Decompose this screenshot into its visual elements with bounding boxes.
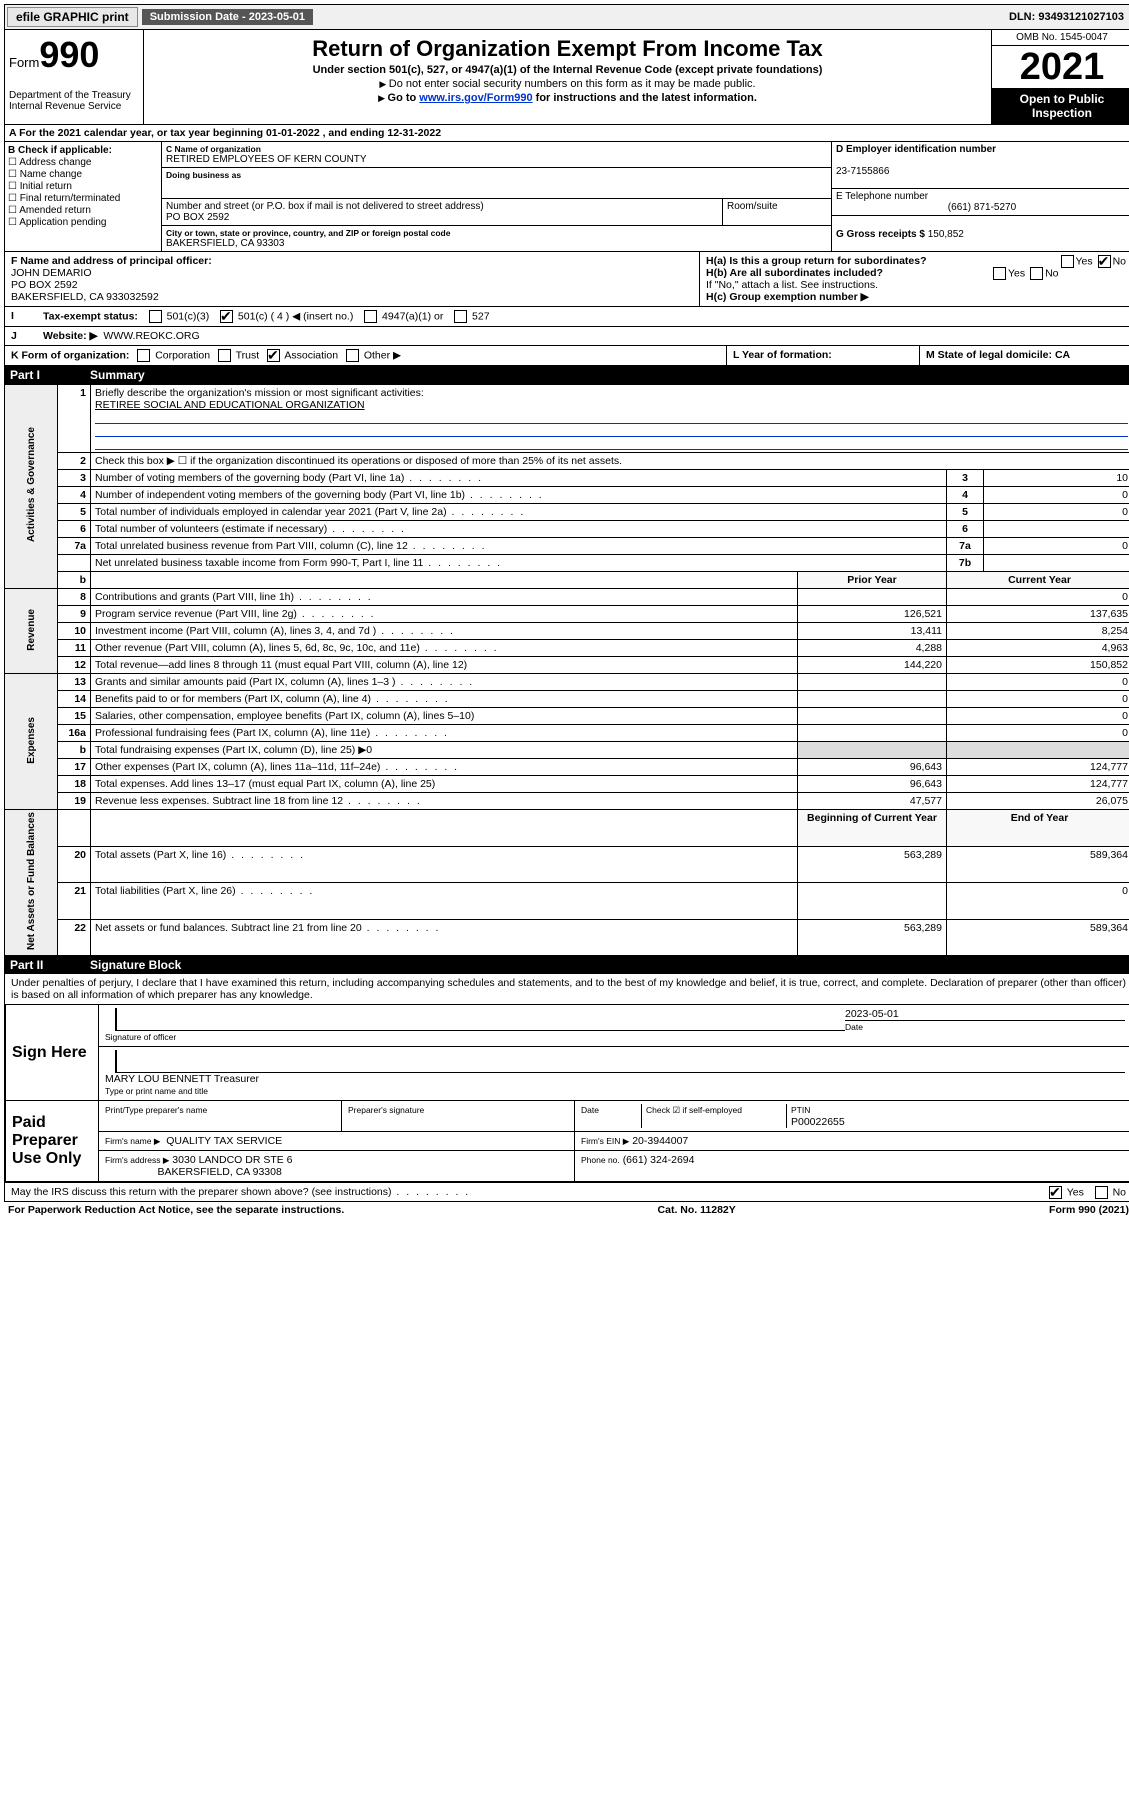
chk-527[interactable] <box>454 310 467 323</box>
chk-discuss-yes[interactable] <box>1049 1186 1062 1199</box>
row-a-period: A For the 2021 calendar year, or tax yea… <box>4 125 1129 142</box>
box-d-ein: D Employer identification number 23-7155… <box>832 142 1129 189</box>
irs-link[interactable]: www.irs.gov/Form990 <box>419 92 532 104</box>
officer-name: MARY LOU BENNETT Treasurer <box>105 1073 259 1085</box>
side-governance: Activities & Governance <box>5 385 58 589</box>
chk-name-change[interactable]: ☐ Name change <box>8 169 158 180</box>
chk-4947[interactable] <box>364 310 377 323</box>
form-title: Return of Organization Exempt From Incom… <box>154 36 981 62</box>
form-subtitle-1: Under section 501(c), 527, or 4947(a)(1)… <box>154 64 981 76</box>
row-klm: K Form of organization: Corporation Trus… <box>4 346 1129 366</box>
chk-ha-yes[interactable] <box>1061 255 1074 268</box>
tax-year: 2021 <box>992 46 1129 88</box>
chk-discuss-no[interactable] <box>1095 1186 1108 1199</box>
box-c-room: Room/suite <box>722 199 831 225</box>
submission-date: Submission Date - 2023-05-01 <box>142 9 313 25</box>
open-to-public: Open to Public Inspection <box>992 88 1129 124</box>
box-f-officer: F Name and address of principal officer:… <box>5 252 699 306</box>
chk-trust[interactable] <box>218 349 231 362</box>
box-c-dba: Doing business as <box>162 168 831 199</box>
firm-name: QUALITY TAX SERVICE <box>166 1135 282 1147</box>
chk-other[interactable] <box>346 349 359 362</box>
chk-final-return[interactable]: ☐ Final return/terminated <box>8 193 158 204</box>
chk-corp[interactable] <box>137 349 150 362</box>
box-c-name: C Name of organization RETIRED EMPLOYEES… <box>162 142 831 168</box>
chk-initial-return[interactable]: ☐ Initial return <box>8 181 158 192</box>
row-i-tax-status: I Tax-exempt status: 501(c)(3) 501(c) ( … <box>4 307 1129 327</box>
row-j-website: J Website: ▶ WWW.REOKC.ORG <box>4 327 1129 346</box>
chk-app-pending[interactable]: ☐ Application pending <box>8 217 158 228</box>
part1-header: Part I Summary <box>4 366 1129 384</box>
box-c-address: Number and street (or P.O. box if mail i… <box>162 199 722 225</box>
dln-label: DLN: 93493121027103 <box>1009 11 1129 23</box>
form-subtitle-3: Go to www.irs.gov/Form990 for instructio… <box>154 92 981 104</box>
side-expenses: Expenses <box>5 674 58 810</box>
may-irs-discuss: May the IRS discuss this return with the… <box>5 1182 1129 1201</box>
form-subtitle-2: Do not enter social security numbers on … <box>154 78 981 90</box>
box-g-gross: G Gross receipts $ 150,852 <box>832 216 1129 242</box>
side-revenue: Revenue <box>5 589 58 674</box>
entity-block: B Check if applicable: ☐ Address change … <box>4 142 1129 252</box>
chk-ha-no[interactable] <box>1098 255 1111 268</box>
dept-label: Department of the Treasury Internal Reve… <box>9 90 139 112</box>
box-e-phone: E Telephone number (661) 871-5270 <box>832 189 1129 216</box>
form-number: Form990 <box>9 34 139 76</box>
box-c-city: City or town, state or province, country… <box>162 226 831 251</box>
sign-here-label: Sign Here <box>6 1005 99 1101</box>
chk-assoc[interactable] <box>267 349 280 362</box>
top-bar: efile GRAPHIC print Submission Date - 20… <box>4 4 1129 30</box>
signature-block: Under penalties of perjury, I declare th… <box>4 974 1129 1202</box>
box-b: B Check if applicable: ☐ Address change … <box>5 142 162 251</box>
perjury-declaration: Under penalties of perjury, I declare th… <box>5 974 1129 1004</box>
mission-text: RETIREE SOCIAL AND EDUCATIONAL ORGANIZAT… <box>95 399 365 411</box>
chk-address-change[interactable]: ☐ Address change <box>8 157 158 168</box>
efile-button[interactable]: efile GRAPHIC print <box>7 7 138 27</box>
side-net-assets: Net Assets or Fund Balances <box>5 810 58 956</box>
omb-number: OMB No. 1545-0047 <box>992 30 1129 46</box>
chk-501c[interactable] <box>220 310 233 323</box>
chk-hb-yes[interactable] <box>993 267 1006 280</box>
form-header: Form990 Department of the Treasury Inter… <box>4 30 1129 125</box>
paid-preparer-label: Paid Preparer Use Only <box>6 1101 99 1182</box>
chk-501c3[interactable] <box>149 310 162 323</box>
row-f-h: F Name and address of principal officer:… <box>4 252 1129 307</box>
part2-header: Part II Signature Block <box>4 956 1129 974</box>
chk-hb-no[interactable] <box>1030 267 1043 280</box>
summary-table: Activities & Governance 1 Briefly descri… <box>4 384 1129 956</box>
page-footer: For Paperwork Reduction Act Notice, see … <box>4 1202 1129 1218</box>
chk-amended[interactable]: ☐ Amended return <box>8 205 158 216</box>
box-h: H(a) Is this a group return for subordin… <box>699 252 1129 306</box>
